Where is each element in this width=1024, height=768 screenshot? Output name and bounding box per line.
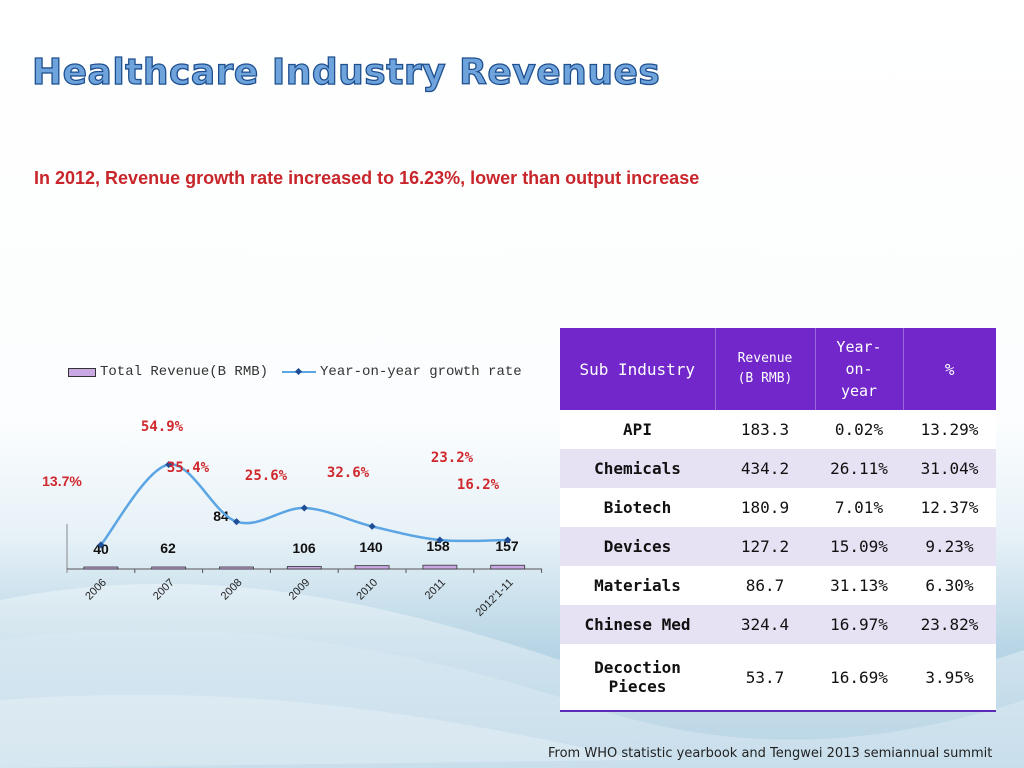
bar-value-label: 40 (93, 541, 109, 557)
header-sub-industry: Sub Industry (560, 328, 716, 410)
header-revenue-line-2: (B RMB) (737, 371, 793, 386)
chart-legend: Total Revenue(B RMB) Year-on-year growth… (68, 364, 522, 380)
growth-rate-point (504, 536, 512, 544)
growth-rate-point (300, 504, 308, 512)
table-row: Decoction Pieces 53.7 16.69% 3.95% (560, 644, 996, 712)
bar-value-label: 84 (213, 508, 229, 524)
x-category-label: 2006 (83, 577, 109, 603)
cell-percent: 13.29% (903, 410, 996, 449)
x-category-label: 2010 (354, 577, 380, 603)
table-row: Materials 86.7 31.13% 6.30% (560, 566, 996, 605)
legend-bar-label: Total Revenue(B RMB) (100, 364, 269, 380)
cell-percent: 3.95% (903, 644, 996, 712)
cell-percent: 6.30% (903, 566, 996, 605)
cell-yoy: 15.09% (815, 527, 903, 566)
bar-value-label: 62 (160, 540, 176, 556)
revenue-table: Sub Industry Revenue (B RMB) Year- on- y… (560, 328, 996, 712)
growth-rate-point (232, 518, 241, 526)
cell-percent: 9.23% (903, 527, 996, 566)
cell-revenue: 183.3 (715, 410, 815, 449)
cell-sub-industry: Materials (560, 566, 715, 605)
cell-yoy: 26.11% (815, 449, 903, 488)
growth-rate-label: 13.7% (42, 473, 82, 489)
cell-revenue: 324.4 (715, 605, 815, 644)
revenue-chart: 40 62 84 106 140 158 157 13.7% 54.9% 35.4% 25.6% 32… (42, 419, 543, 619)
page-title: Healthcare Industry Revenues (31, 51, 661, 93)
source-note: From WHO statistic yearbook and Tengwei … (548, 746, 993, 761)
growth-rate-label: 54.9% (141, 419, 184, 435)
header-percent: % (903, 328, 996, 410)
revenue-bar (422, 564, 458, 570)
growth-rate-point (165, 460, 173, 469)
table-row: Chinese Med 324.4 16.97% 23.82% (560, 605, 996, 644)
cell-percent: 31.04% (903, 449, 996, 488)
cell-sub-industry-line-1: Decoction (594, 658, 681, 677)
header-revenue: Revenue (B RMB) (715, 328, 816, 410)
header-yoy-line-3: year (840, 382, 878, 400)
cell-yoy: 31.13% (815, 566, 903, 605)
cell-sub-industry: Chemicals (560, 449, 715, 488)
growth-rate-point (368, 522, 376, 530)
bar-value-label: 157 (495, 538, 519, 554)
cell-sub-industry-line-2: Pieces (608, 677, 667, 696)
cell-yoy: 0.02% (815, 410, 903, 449)
revenue-bar (151, 566, 187, 570)
subtitle: In 2012, Revenue growth rate increased t… (34, 168, 700, 188)
cell-sub-industry: Decoction Pieces (560, 644, 715, 712)
table-row: Devices 127.2 15.09% 9.23% (560, 527, 996, 566)
table-row: Biotech 180.9 7.01% 12.37% (560, 488, 996, 527)
growth-rate-label: 16.2% (457, 477, 500, 493)
legend-line-label: Year-on-year growth rate (320, 364, 522, 380)
cell-revenue: 434.2 (715, 449, 815, 488)
table-row: API 183.3 0.02% 13.29% (560, 410, 996, 449)
revenue-bar (83, 566, 119, 570)
revenue-bar (354, 565, 390, 570)
revenue-bar (286, 566, 322, 570)
growth-rate-point (97, 541, 105, 549)
cell-revenue: 180.9 (715, 488, 815, 527)
bar-value-label: 140 (359, 539, 383, 555)
cell-revenue: 53.7 (715, 644, 815, 712)
cell-yoy: 7.01% (815, 488, 903, 527)
growth-rate-label: 23.2% (431, 450, 474, 466)
revenue-bar (219, 566, 254, 570)
revenue-bar (490, 564, 526, 570)
cell-yoy: 16.97% (815, 605, 903, 644)
x-category-label: 2009 (287, 577, 313, 603)
legend-line-swatch (282, 366, 317, 378)
growth-rate-point (436, 536, 444, 544)
cell-sub-industry: API (560, 410, 715, 449)
cell-percent: 23.82% (903, 605, 996, 644)
cell-sub-industry: Devices (560, 527, 715, 566)
growth-rate-label: 35.4% (167, 460, 210, 476)
header-yoy-line-2: on- (845, 360, 873, 378)
legend-bar-swatch (68, 367, 96, 377)
bar-value-label: 106 (292, 540, 316, 556)
cell-sub-industry: Biotech (560, 488, 715, 527)
x-category-label: 2012'1-11 (474, 577, 516, 619)
header-revenue-line-1: Revenue (737, 351, 793, 366)
growth-rate-label: 25.6% (245, 468, 288, 484)
cell-revenue: 86.7 (715, 566, 815, 605)
bar-value-label: 158 (426, 538, 450, 554)
x-category-label: 2011 (423, 577, 448, 602)
header-year-on-year: Year- on- year (815, 328, 904, 410)
growth-rate-label: 32.6% (327, 465, 370, 481)
cell-yoy: 16.69% (815, 644, 903, 712)
cell-revenue: 127.2 (715, 527, 815, 566)
header-yoy-line-1: Year- (836, 338, 882, 356)
cell-percent: 12.37% (903, 488, 996, 527)
table-header-row: Sub Industry Revenue (B RMB) Year- on- y… (560, 328, 996, 410)
x-category-label: 2007 (151, 577, 177, 603)
x-category-label: 2008 (219, 577, 245, 603)
table-row: Chemicals 434.2 26.11% 31.04% (560, 449, 996, 488)
cell-sub-industry: Chinese Med (560, 605, 715, 644)
